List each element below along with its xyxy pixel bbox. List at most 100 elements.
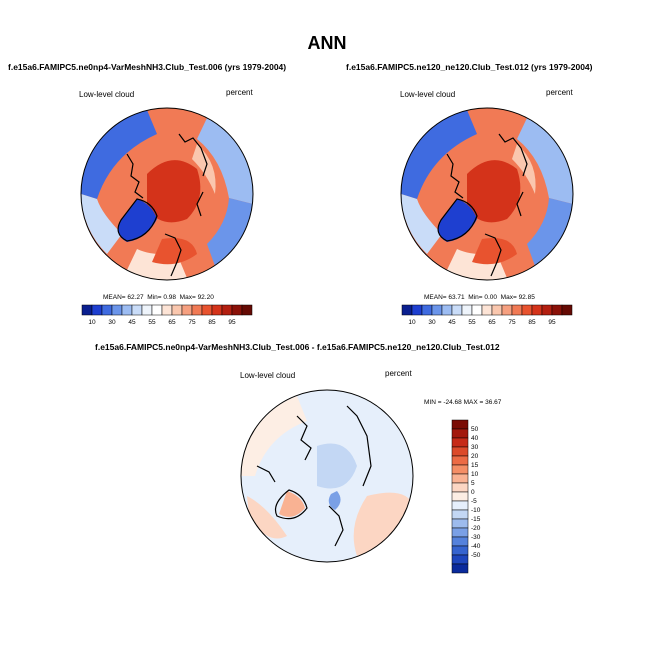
left-colorbar-tick-label: 95: [228, 319, 236, 326]
diff-colorbar-swatch: [451, 455, 469, 466]
diff-colorbar-tick-label: -40: [471, 543, 481, 550]
right-colorbar-swatch: [521, 304, 533, 316]
left-colorbar-tick-label: 10: [88, 319, 96, 326]
diff-colorbar-swatch: [451, 464, 469, 475]
left-coastlines: [117, 133, 208, 277]
diff-colorbar-tick-label: -15: [471, 516, 481, 523]
right-colorbar-swatch: [551, 304, 563, 316]
diff-colorbar-swatch: [451, 536, 469, 547]
left-field-siberia-mid: [192, 144, 216, 194]
left-field-w-paleblue: [81, 194, 122, 254]
diff-map-field: [241, 390, 413, 562]
diff-stats: MIN = -24.68 MAX = 36.67: [424, 399, 502, 406]
left-colorbar-swatch: [101, 304, 113, 316]
right-colorbar-swatch: [491, 304, 503, 316]
right-colorbar-swatch: [401, 304, 413, 316]
right-colorbar-swatch: [461, 304, 473, 316]
left-colorbar-tick-label: 85: [208, 319, 216, 326]
diff-field-arctic-blue: [317, 443, 357, 489]
left-colorbar-swatch: [191, 304, 203, 316]
right-colorbar-tick-label: 65: [488, 319, 496, 326]
right-colorbar-swatch: [541, 304, 553, 316]
right-colorbar-tick-label: 30: [428, 319, 436, 326]
right-colorbar-swatch: [481, 304, 493, 316]
left-colorbar-swatch: [131, 304, 143, 316]
left-field-atlantic-high: [152, 238, 197, 265]
left-colorbar-tick-label: 30: [108, 319, 116, 326]
right-colorbar-tick-label: 45: [448, 319, 456, 326]
left-panel-title: f.e15a6.FAMIPC5.ne0np4-VarMeshNH3.Club_T…: [8, 62, 287, 72]
diff-colorbar-swatch: [451, 482, 469, 493]
diff-colorbar-swatch: [451, 509, 469, 520]
diff-colorbar-tick-label: 5: [471, 480, 475, 487]
left-field-nw-blue: [81, 110, 157, 199]
right-colorbar-tick-label: 75: [508, 319, 516, 326]
right-colorbar-swatch: [511, 304, 523, 316]
right-colorbar-swatch: [451, 304, 463, 316]
diff-colorbar-tick-label: 40: [471, 435, 479, 442]
left-colorbar-tick-label: 55: [148, 319, 156, 326]
left-colorbar-swatch: [211, 304, 223, 316]
diff-colorbar-tick-label: 0: [471, 489, 475, 496]
right-stats: MEAN= 63.71 Min= 0.00 Max= 92.85: [424, 294, 535, 301]
left-colorbar-swatch: [91, 304, 103, 316]
diff-colorbar-tick-label: 50: [471, 426, 479, 433]
left-variable-label: Low-level cloud: [79, 90, 135, 99]
left-colorbar-swatch: [141, 304, 153, 316]
diff-colorbar-tick-label: 15: [471, 462, 479, 469]
right-map-border: [400, 107, 574, 281]
right-colorbar-tick-label: 95: [548, 319, 556, 326]
diff-colorbar-tick-label: 30: [471, 444, 479, 451]
right-colorbar-swatch: [441, 304, 453, 316]
diff-colorbar-swatch: [451, 518, 469, 529]
left-colorbar-tick-label: 75: [188, 319, 196, 326]
right-field-siberia-mid: [512, 144, 536, 194]
left-map-field: [81, 108, 253, 280]
left-field-e-blue: [207, 198, 253, 266]
diff-colorbar-swatch: [451, 428, 469, 439]
right-colorbar-swatch: [411, 304, 423, 316]
right-colorbar-tick-label: 55: [468, 319, 476, 326]
diff-colorbar-swatch: [451, 563, 469, 574]
left-colorbar-swatch: [111, 304, 123, 316]
left-colorbar-swatch: [241, 304, 253, 316]
right-field-atlantic-high: [472, 238, 517, 265]
left-units-label: percent: [226, 88, 253, 97]
diff-field-nw-pale: [241, 396, 307, 476]
diff-colorbar-swatch: [451, 419, 469, 430]
left-colorbar-swatch: [171, 304, 183, 316]
right-colorbar-swatch: [501, 304, 513, 316]
left-stats: MEAN= 62.27 Min= 0.98 Max= 92.20: [103, 294, 214, 301]
diff-units-label: percent: [385, 369, 412, 378]
diff-coastlines: [256, 405, 372, 547]
diff-colorbar-tick-label: -20: [471, 525, 481, 532]
right-coastlines: [437, 133, 528, 277]
left-map-border: [80, 107, 254, 281]
right-field-w-paleblue: [401, 194, 442, 254]
left-colorbar-swatch: [221, 304, 233, 316]
left-colorbar-swatch: [231, 304, 243, 316]
right-colorbar-swatch: [421, 304, 433, 316]
diff-colorbar-swatch: [451, 491, 469, 502]
right-field-ne-lightblue: [517, 118, 573, 204]
left-colorbar-tick-label: 45: [128, 319, 136, 326]
diff-colorbar-tick-label: -50: [471, 552, 481, 559]
left-colorbar-swatch: [201, 304, 213, 316]
left-colorbar-swatch: [151, 304, 163, 316]
diff-colorbar-swatch: [451, 527, 469, 538]
right-colorbar-tick-label: 10: [408, 319, 416, 326]
diff-colorbar-swatch: [451, 500, 469, 511]
right-panel-title: f.e15a6.FAMIPC5.ne120_ne120.Club_Test.01…: [346, 62, 593, 72]
left-colorbar-swatch: [121, 304, 133, 316]
right-colorbar-swatch: [471, 304, 483, 316]
right-colorbar-swatch: [531, 304, 543, 316]
right-colorbar-swatch: [561, 304, 573, 316]
right-colorbar-swatch: [431, 304, 443, 316]
right-units-label: percent: [546, 88, 573, 97]
right-field-nw-blue: [401, 110, 477, 199]
right-field-arctic-high: [467, 160, 521, 223]
right-variable-label: Low-level cloud: [400, 90, 456, 99]
diff-colorbar-swatch: [451, 545, 469, 556]
left-field-ne-lightblue: [197, 118, 253, 204]
diff-colorbar-swatch: [451, 446, 469, 457]
